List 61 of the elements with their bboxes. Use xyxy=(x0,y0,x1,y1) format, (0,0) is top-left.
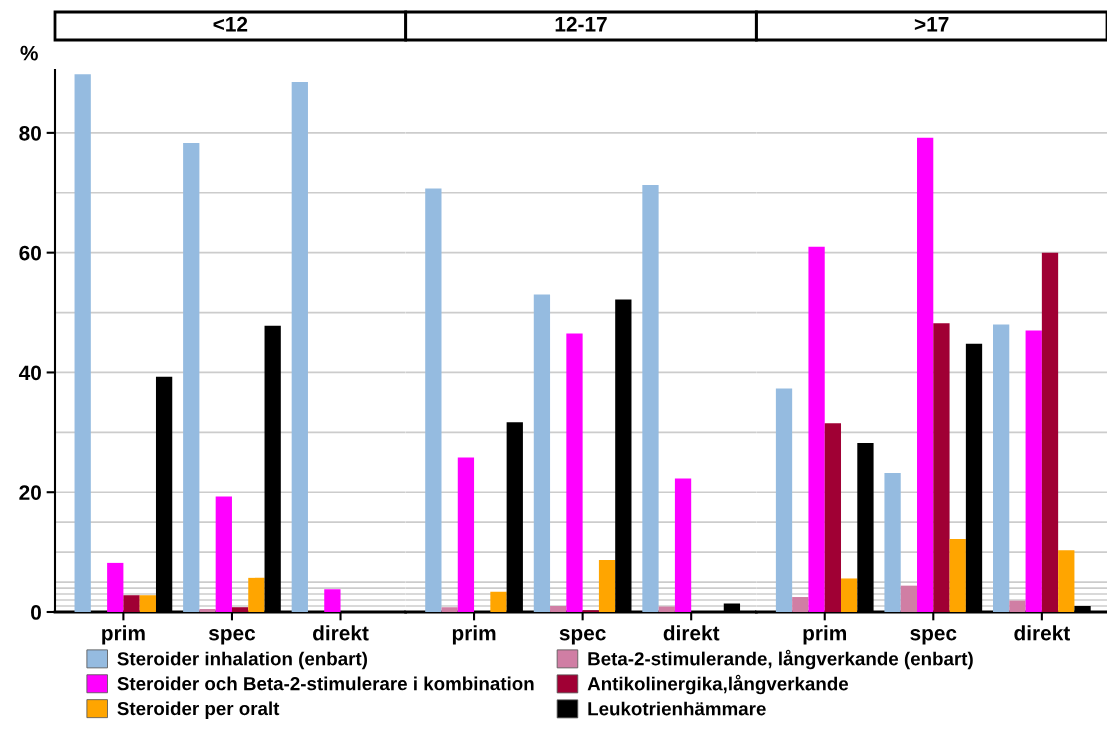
bar xyxy=(215,496,232,612)
x-tick-label: direkt xyxy=(1014,625,1070,641)
x-tick-label: spec xyxy=(208,629,256,645)
y-axis-title: % xyxy=(20,45,38,61)
bar xyxy=(933,323,950,612)
bar xyxy=(490,591,507,612)
legend-label: Antikolinergika,långverkande xyxy=(587,674,849,695)
chart-title: <12 xyxy=(213,16,248,32)
x-tick-label: prim xyxy=(803,625,847,645)
bar xyxy=(123,595,140,612)
bar xyxy=(139,595,156,612)
x-tick-label: direkt xyxy=(313,625,369,641)
bar xyxy=(775,388,793,612)
bar xyxy=(1041,252,1059,612)
legend-label: Steroider och Beta-2-stimulerare i kombination xyxy=(117,676,534,691)
bar xyxy=(841,578,858,612)
bar xyxy=(993,324,1010,612)
y-tick-label: 0 xyxy=(31,605,41,620)
bar xyxy=(199,609,216,612)
bar xyxy=(917,137,934,612)
bar xyxy=(291,81,308,612)
bar xyxy=(533,294,551,612)
bar xyxy=(441,607,458,612)
bar xyxy=(457,457,475,612)
bar xyxy=(1009,600,1026,612)
bar xyxy=(642,184,659,612)
bar xyxy=(792,597,809,612)
bar xyxy=(824,423,842,612)
x-tick-label: prim xyxy=(452,625,496,645)
legend-label: Steroider inhalation (enbart) xyxy=(117,651,368,670)
bar xyxy=(1058,550,1075,612)
bar xyxy=(900,585,918,612)
x-tick-label: spec xyxy=(559,629,606,645)
y-tick-label: 80 xyxy=(19,125,41,141)
chart-title: >17 xyxy=(914,17,949,32)
bar xyxy=(425,188,442,612)
x-tick-label: spec xyxy=(910,629,957,645)
bar xyxy=(183,143,200,612)
chart-title: 12-17 xyxy=(555,16,607,32)
y-tick-label: 20 xyxy=(19,485,41,500)
bar xyxy=(324,589,341,612)
bar xyxy=(949,538,966,612)
y-tick-label: 60 xyxy=(19,245,41,261)
bar xyxy=(658,606,675,612)
bar xyxy=(1025,330,1042,612)
bar xyxy=(74,74,91,612)
legend-label: Beta-2-stimulerande, långverkande (enbart) xyxy=(588,649,973,670)
bar xyxy=(808,246,825,612)
x-tick-label: prim xyxy=(102,625,145,645)
bar xyxy=(598,559,616,612)
bar xyxy=(231,607,249,612)
bar xyxy=(884,473,901,612)
bar xyxy=(566,333,583,612)
legend-label: Steroider per oralt xyxy=(117,701,280,719)
legend-label: Leukotrienhämmare xyxy=(588,701,766,716)
bar xyxy=(550,606,567,612)
x-tick-label: direkt xyxy=(663,625,720,641)
y-tick-label: 40 xyxy=(18,365,41,381)
bar xyxy=(674,478,692,612)
bar xyxy=(248,577,265,612)
bar xyxy=(107,562,124,612)
